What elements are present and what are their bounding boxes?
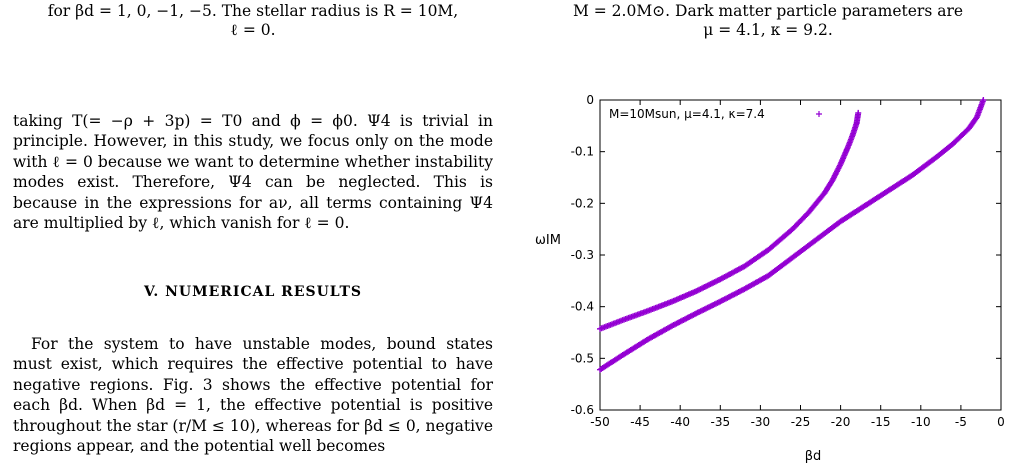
legend-marker <box>816 111 822 117</box>
paragraph: taking T(= −ρ + 3p) = T0 and ϕ = ϕ0. Ψ4 … <box>13 111 493 233</box>
paragraph: For the system to have unstable modes, b… <box>13 334 493 456</box>
figure-caption-tail-left: for βd = 1, 0, −1, −5. The stellar radiu… <box>13 2 493 40</box>
y-axis-ticks: 0 -0.1 -0.2 -0.3 -0.4 -0.5 -0.6 <box>571 93 1001 417</box>
x-tick-label: -20 <box>831 415 851 429</box>
y-tick-label: -0.3 <box>571 248 594 262</box>
x-tick-label: -25 <box>791 415 811 429</box>
y-axis-label: ωIM <box>535 233 561 248</box>
right-column: M = 2.0M⊙. Dark matter particle paramete… <box>528 0 1008 464</box>
left-column: for βd = 1, 0, −1, −5. The stellar radiu… <box>13 0 493 455</box>
y-tick-label: -0.1 <box>571 145 594 159</box>
x-axis-ticks: -50 -45 -40 -35 -30 -25 -20 -15 -10 -5 0 <box>590 100 1005 429</box>
x-tick-label: -40 <box>670 415 690 429</box>
x-tick-label: 0 <box>997 415 1005 429</box>
data-point <box>980 97 987 103</box>
x-tick-label: -45 <box>630 415 650 429</box>
x-tick-label: -35 <box>710 415 730 429</box>
y-tick-label: -0.4 <box>571 300 594 314</box>
caption-line: for βd = 1, 0, −1, −5. The stellar radiu… <box>47 2 459 20</box>
scatter-chart: -50 -45 -40 -35 -30 -25 -20 -15 -10 -5 0 0-0.1-0.2… <box>535 93 1005 464</box>
legend: M=10Msun, μ=4.1, κ=7.4 <box>609 107 822 121</box>
figure-caption-tail-right: M = 2.0M⊙. Dark matter particle paramete… <box>528 2 1008 40</box>
data-marks <box>597 97 987 373</box>
x-tick-label: -30 <box>751 415 771 429</box>
plot-frame <box>599 99 1002 411</box>
data-point <box>855 109 862 116</box>
legend-label: M=10Msun, μ=4.1, κ=7.4 <box>609 107 765 121</box>
caption-line: μ = 4.1, κ = 9.2. <box>703 21 833 39</box>
x-axis-label: βd <box>805 449 822 464</box>
section-heading: V. NUMERICAL RESULTS <box>143 284 363 300</box>
y-tick-label: -0.2 <box>571 196 594 210</box>
x-tick-label: -50 <box>590 415 610 429</box>
caption-line: M = 2.0M⊙. Dark matter particle paramete… <box>572 2 964 20</box>
figure-plot: -50 -45 -40 -35 -30 -25 -20 -15 -10 -5 0 0 -0.1 -0.2… <box>528 92 1008 471</box>
x-tick-label: -5 <box>955 415 967 429</box>
y-tick-label: 0 <box>586 93 594 107</box>
y-tick-label: -0.5 <box>571 351 594 365</box>
caption-line: ℓ = 0. <box>230 21 276 39</box>
x-tick-label: -15 <box>871 415 891 429</box>
y-tick-label: -0.6 <box>571 403 594 417</box>
x-tick-label: -10 <box>911 415 931 429</box>
plot-border <box>599 99 1002 411</box>
